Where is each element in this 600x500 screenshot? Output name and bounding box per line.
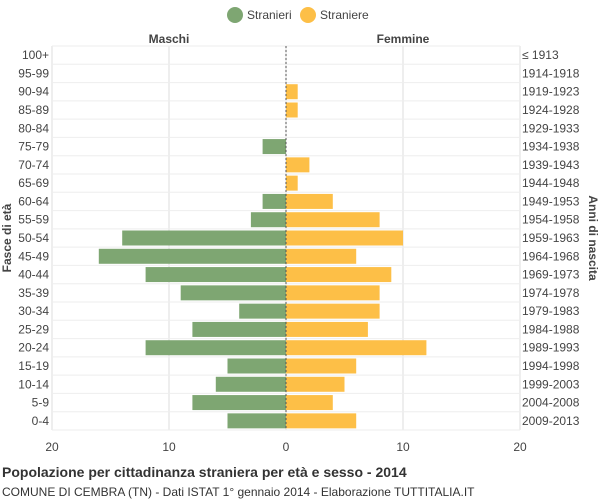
age-group-label: 50-54 xyxy=(18,231,49,245)
bar-male xyxy=(227,413,286,429)
bar-male xyxy=(192,395,286,411)
bar-female xyxy=(286,267,392,283)
bar-female xyxy=(286,102,298,118)
age-group-label: 25-29 xyxy=(18,322,49,336)
age-group-label: 75-79 xyxy=(18,140,49,154)
age-group-label: 80-84 xyxy=(18,121,49,135)
birth-year-label: 1914-1918 xyxy=(522,66,580,80)
birth-year-label: 1934-1938 xyxy=(522,140,580,154)
bar-male xyxy=(192,321,286,337)
bar-male xyxy=(145,340,286,356)
chart-title: Popolazione per cittadinanza straniera p… xyxy=(2,464,407,480)
birth-year-label: 1969-1973 xyxy=(522,268,580,282)
birth-year-label: 1994-1998 xyxy=(522,359,580,373)
birth-year-label: 1924-1928 xyxy=(522,103,580,117)
birth-year-label: 1944-1948 xyxy=(522,176,580,190)
birth-year-label: 1954-1958 xyxy=(522,213,580,227)
birth-year-label: 1989-1993 xyxy=(522,341,580,355)
legend-label-stranieri: Stranieri xyxy=(247,8,292,22)
age-group-label: 65-69 xyxy=(18,176,49,190)
birth-year-label: 1919-1923 xyxy=(522,85,580,99)
bar-female xyxy=(286,303,380,319)
birth-year-label: 1929-1933 xyxy=(522,121,580,135)
legend: Stranieri Straniere xyxy=(227,7,369,23)
legend-marker-straniere xyxy=(300,7,316,23)
age-group-label: 30-34 xyxy=(18,304,49,318)
birth-year-label: 1939-1943 xyxy=(522,158,580,172)
bars xyxy=(98,84,427,429)
chart-subtitle: COMUNE DI CEMBRA (TN) - Dati ISTAT 1° ge… xyxy=(2,485,475,499)
bar-female xyxy=(286,376,345,392)
age-group-label: 95-99 xyxy=(18,66,49,80)
bar-female xyxy=(286,340,427,356)
birth-year-label: 1984-1988 xyxy=(522,322,580,336)
age-group-label: 5-9 xyxy=(32,396,50,410)
age-group-label: 0-4 xyxy=(32,414,50,428)
x-tick-label: 20 xyxy=(513,440,527,454)
bar-male xyxy=(239,303,286,319)
bar-female xyxy=(286,321,368,337)
bar-male xyxy=(227,358,286,374)
birth-year-label: 1949-1953 xyxy=(522,194,580,208)
y-axis-title-left: Fasce di età xyxy=(0,203,14,272)
birth-year-label: 2004-2008 xyxy=(522,396,580,410)
birth-year-label: ≤ 1913 xyxy=(522,48,559,62)
legend-marker-stranieri xyxy=(227,7,243,23)
bar-female xyxy=(286,157,310,173)
age-group-label: 45-49 xyxy=(18,249,49,263)
birth-year-label: 1959-1963 xyxy=(522,231,580,245)
bar-male xyxy=(180,285,286,301)
age-group-label: 70-74 xyxy=(18,158,49,172)
age-group-label: 20-24 xyxy=(18,341,49,355)
age-group-label: 15-19 xyxy=(18,359,49,373)
birth-year-label: 1979-1983 xyxy=(522,304,580,318)
age-group-label: 85-89 xyxy=(18,103,49,117)
age-group-label: 10-14 xyxy=(18,377,49,391)
bar-male xyxy=(262,193,286,209)
bar-female xyxy=(286,84,298,100)
bar-female xyxy=(286,193,333,209)
bar-female xyxy=(286,212,380,228)
age-group-label: 55-59 xyxy=(18,213,49,227)
birth-year-label: 2009-2013 xyxy=(522,414,580,428)
bar-female xyxy=(286,358,357,374)
bar-female xyxy=(286,395,333,411)
birth-year-label: 1964-1968 xyxy=(522,249,580,263)
y-axis-title-right: Anni di nascita xyxy=(586,195,600,281)
bar-female xyxy=(286,413,357,429)
bar-male xyxy=(262,139,286,155)
bar-male xyxy=(250,212,286,228)
birth-year-label: 1974-1978 xyxy=(522,286,580,300)
bar-female xyxy=(286,285,380,301)
males-header: Maschi xyxy=(149,32,190,46)
x-tick-label: 0 xyxy=(283,440,290,454)
x-tick-label: 10 xyxy=(396,440,410,454)
age-group-label: 60-64 xyxy=(18,194,49,208)
bar-male xyxy=(215,376,286,392)
age-group-label: 35-39 xyxy=(18,286,49,300)
bar-female xyxy=(286,230,403,246)
age-group-label: 90-94 xyxy=(18,85,49,99)
legend-label-straniere: Straniere xyxy=(320,8,369,22)
bar-male xyxy=(122,230,286,246)
bar-male xyxy=(145,267,286,283)
x-tick-label: 10 xyxy=(162,440,176,454)
birth-year-label: 1999-2003 xyxy=(522,377,580,391)
axes: 20 10 0 10 20 100+ ≤ 1913 95-99 1914-1918 90-94 19… xyxy=(0,32,600,454)
females-header: Femmine xyxy=(377,32,430,46)
age-group-label: 100+ xyxy=(22,48,49,62)
bar-female xyxy=(286,248,357,264)
age-group-label: 40-44 xyxy=(18,268,49,282)
bar-female xyxy=(286,175,298,191)
x-tick-label: 20 xyxy=(45,440,59,454)
bar-male xyxy=(98,248,286,264)
